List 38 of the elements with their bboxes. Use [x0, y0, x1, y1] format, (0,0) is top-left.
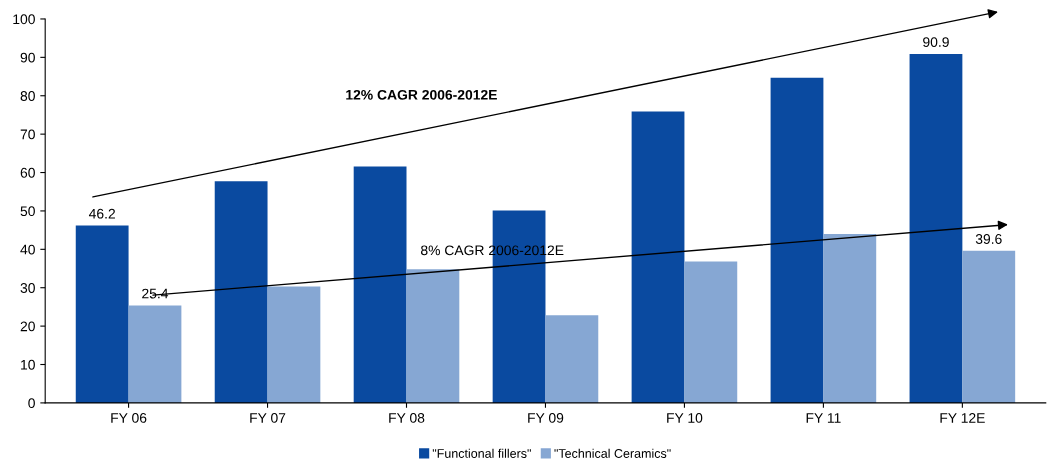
y-tick-label: 100: [13, 14, 35, 25]
y-tick-label: 50: [20, 206, 35, 217]
bar: [823, 233, 877, 403]
x-tick-label: FY 07: [250, 412, 286, 423]
x-tick-label: FY 09: [528, 412, 564, 423]
y-tick-label: 20: [20, 321, 35, 332]
legend-label: "Technical Ceramics": [554, 448, 671, 458]
data-label: 90.9: [923, 37, 949, 47]
x-tick-label: FY 08: [389, 412, 425, 423]
bar: [545, 315, 599, 403]
bar: [684, 261, 738, 403]
x-tick-label: FY 10: [667, 412, 703, 423]
x-tick-label: FY 06: [111, 412, 147, 423]
y-tick-label: 70: [20, 129, 35, 140]
y-tick-label: 30: [20, 283, 35, 293]
y-tick-label: 0: [28, 398, 35, 409]
bar: [75, 225, 129, 403]
y-tick-label: 80: [20, 91, 35, 101]
y-tick-label: 40: [20, 244, 35, 255]
bar: [214, 181, 268, 403]
y-tick-label: 60: [20, 167, 35, 178]
y-tick-label: 10: [21, 359, 35, 370]
data-label: 46.2: [88, 208, 115, 219]
bar: [909, 53, 963, 403]
annotation: 12% CAGR 2006-2012E: [346, 89, 497, 100]
legend-label: "Functional fillers": [432, 448, 531, 458]
bar: [353, 166, 407, 403]
bar: [770, 77, 824, 403]
bar: [962, 250, 1016, 403]
x-tick-label: FY 11: [806, 413, 841, 423]
y-tick-label: 90: [20, 52, 35, 63]
bar: [406, 269, 460, 403]
bar: [631, 111, 685, 403]
x-tick-label: FY 12E: [940, 412, 985, 423]
bar: [128, 305, 182, 403]
bar: [267, 286, 321, 403]
data-label: 25.4: [142, 288, 169, 299]
data-label: 39.6: [975, 234, 1002, 244]
